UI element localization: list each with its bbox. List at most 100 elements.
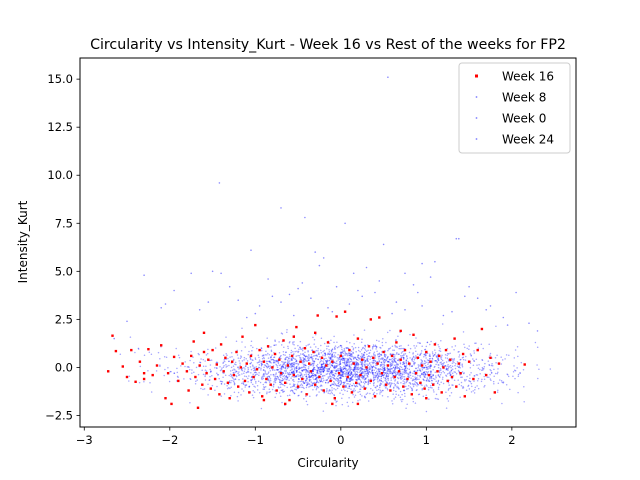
bg-point-week-0 — [389, 363, 392, 366]
bg-point-week-24 — [167, 366, 169, 369]
bg-point-week-0 — [447, 364, 449, 366]
bg-point-week-0 — [148, 351, 151, 353]
point-week-16 — [348, 348, 351, 352]
bg-point-week-8 — [392, 361, 395, 363]
bg-point-week-8 — [325, 361, 328, 364]
bg-point-week-8 — [420, 383, 422, 386]
bg-point-week-8 — [337, 374, 340, 377]
bg-point-week-0 — [333, 346, 336, 349]
bg-point-week-8 — [382, 370, 385, 372]
bg-point-week-24 — [255, 366, 258, 368]
bg-point-week-0 — [189, 401, 191, 404]
bg-point-week-8 — [245, 384, 247, 387]
bg-point-week-24 — [247, 368, 250, 371]
bg-point-week-8 — [273, 356, 275, 359]
bg-point-week-8 — [354, 364, 356, 367]
bg-point-week-24 — [339, 367, 341, 370]
bg-point-week-0 — [332, 376, 335, 379]
bg-point-week-24 — [474, 342, 476, 344]
point-week-8 — [476, 297, 479, 300]
bg-point-week-24 — [235, 374, 237, 377]
bg-point-week-0 — [308, 378, 311, 381]
bg-point-week-24 — [329, 392, 331, 395]
bg-point-week-8 — [482, 369, 484, 371]
bg-point-week-8 — [202, 388, 204, 391]
bg-point-week-0 — [309, 375, 311, 378]
bg-point-week-24 — [242, 390, 245, 392]
bg-point-week-8 — [268, 360, 271, 363]
bg-point-week-0 — [319, 371, 322, 373]
bg-point-week-0 — [353, 357, 355, 360]
bg-point-week-8 — [299, 358, 302, 360]
bg-point-week-24 — [403, 362, 406, 365]
bg-point-week-0 — [320, 364, 323, 366]
bg-point-week-8 — [432, 374, 435, 377]
bg-point-week-8 — [391, 372, 394, 375]
bg-point-week-0 — [476, 380, 479, 382]
bg-point-week-8 — [363, 376, 365, 379]
bg-point-week-8 — [291, 362, 293, 365]
bg-point-week-24 — [291, 379, 294, 381]
bg-point-week-8 — [391, 360, 393, 363]
bg-point-week-8 — [330, 349, 333, 352]
bg-point-week-8 — [243, 375, 246, 377]
bg-point-week-24 — [210, 370, 212, 372]
bg-point-week-0 — [412, 384, 415, 386]
chart-title: Circularity vs Intensity_Kurt - Week 16 … — [90, 37, 566, 53]
bg-point-week-0 — [371, 369, 373, 372]
bg-point-week-8 — [128, 380, 130, 382]
bg-point-week-0 — [288, 357, 290, 360]
bg-point-week-0 — [416, 369, 419, 372]
bg-point-week-24 — [378, 370, 380, 373]
bg-point-week-8 — [287, 356, 289, 358]
bg-point-week-24 — [465, 378, 467, 381]
bg-point-week-0 — [193, 371, 195, 374]
bg-point-week-0 — [468, 388, 471, 390]
bg-point-week-8 — [384, 369, 386, 372]
bg-point-week-0 — [290, 363, 292, 365]
bg-point-week-0 — [340, 353, 342, 355]
bg-point-week-0 — [433, 391, 435, 393]
bg-point-week-0 — [315, 346, 317, 348]
bg-point-week-8 — [390, 368, 392, 370]
bg-point-week-24 — [477, 347, 480, 349]
bg-point-week-8 — [380, 361, 383, 364]
bg-point-week-0 — [351, 401, 354, 404]
bg-point-week-8 — [439, 350, 442, 352]
bg-point-week-24 — [396, 373, 398, 376]
bg-point-week-0 — [390, 382, 392, 384]
bg-point-week-0 — [304, 363, 306, 366]
bg-point-week-8 — [267, 372, 269, 375]
bg-point-week-24 — [250, 344, 252, 347]
bg-point-week-24 — [364, 344, 366, 347]
bg-point-week-0 — [424, 362, 427, 364]
bg-point-week-8 — [396, 385, 398, 388]
bg-point-week-24 — [440, 381, 442, 383]
bg-point-week-8 — [419, 364, 421, 366]
bg-point-week-8 — [348, 364, 351, 366]
point-week-24 — [464, 295, 466, 298]
bg-point-week-24 — [366, 368, 368, 370]
bg-point-week-0 — [284, 367, 287, 370]
bg-point-week-8 — [263, 366, 265, 369]
bg-point-week-24 — [411, 382, 414, 385]
bg-point-week-0 — [356, 362, 359, 364]
bg-point-week-24 — [297, 351, 299, 353]
bg-point-week-8 — [296, 369, 298, 372]
bg-point-week-8 — [395, 390, 397, 393]
bg-point-week-8 — [300, 374, 303, 376]
bg-point-week-24 — [149, 382, 151, 384]
bg-point-week-0 — [279, 376, 282, 379]
point-week-16 — [190, 354, 193, 358]
bg-point-week-24 — [350, 368, 353, 370]
bg-point-week-0 — [462, 372, 465, 375]
bg-point-week-8 — [373, 379, 375, 382]
bg-point-week-0 — [356, 375, 359, 377]
bg-point-week-8 — [454, 371, 457, 373]
bg-point-week-8 — [497, 382, 500, 385]
bg-point-week-8 — [264, 353, 267, 356]
point-week-16 — [438, 354, 441, 358]
bg-point-week-0 — [240, 350, 243, 352]
bg-point-week-0 — [129, 336, 132, 338]
bg-point-week-0 — [403, 365, 406, 367]
